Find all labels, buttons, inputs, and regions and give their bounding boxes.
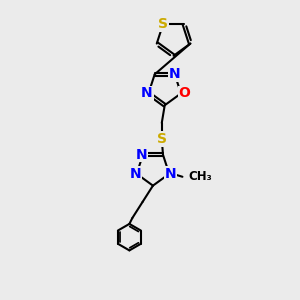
Text: N: N [129,167,141,181]
Text: S: S [157,132,167,146]
Text: S: S [158,17,168,31]
Text: O: O [178,86,190,100]
Text: N: N [169,68,181,81]
Text: N: N [136,148,147,162]
Text: CH₃: CH₃ [188,170,212,183]
Text: N: N [141,86,153,100]
Text: N: N [165,167,176,181]
